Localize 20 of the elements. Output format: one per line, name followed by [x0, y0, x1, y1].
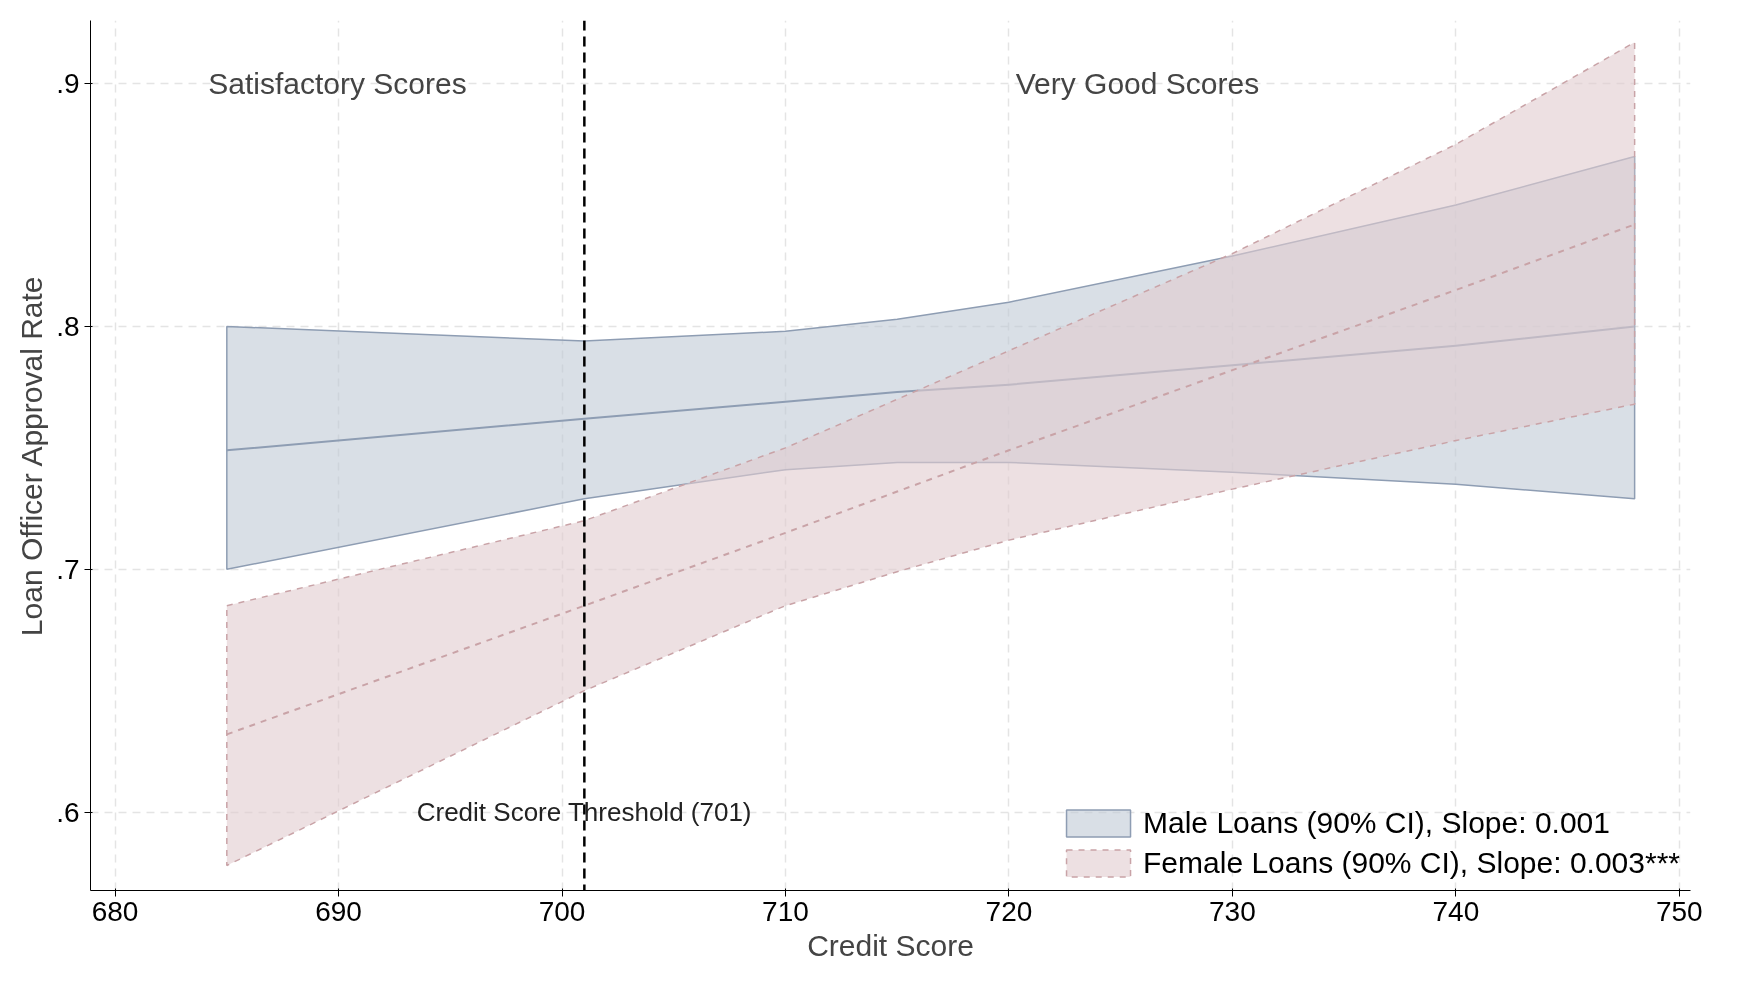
y-tick-label: .7: [56, 553, 80, 585]
x-tick-label: 710: [762, 895, 809, 927]
legend-label: Female Loans (90% CI), Slope: 0.003***: [1143, 846, 1680, 880]
x-axis-title: Credit Score: [807, 928, 974, 962]
annotation: Very Good Scores: [1015, 67, 1260, 101]
x-tick-label: 720: [985, 895, 1033, 927]
x-tick-label: 700: [538, 895, 586, 927]
x-tick-label: 730: [1209, 895, 1256, 927]
line-series: [225, 325, 1636, 452]
y-tick-label: .8: [56, 310, 80, 342]
y-tick-label: .6: [56, 796, 80, 828]
x-tick-label: 750: [1655, 895, 1703, 927]
annotation: Satisfactory Scores: [208, 67, 467, 101]
x-tick-label: 680: [91, 895, 139, 927]
ref-line-label: Credit Score Threshold (701): [416, 797, 752, 828]
y-axis-title: Loan Officer Approval Rate: [15, 276, 49, 637]
x-tick-label: 740: [1432, 895, 1480, 927]
y-tick-label: .9: [56, 68, 80, 100]
legend-label: Male Loans (90% CI), Slope: 0.001: [1143, 806, 1610, 840]
x-tick-label: 690: [315, 895, 362, 927]
